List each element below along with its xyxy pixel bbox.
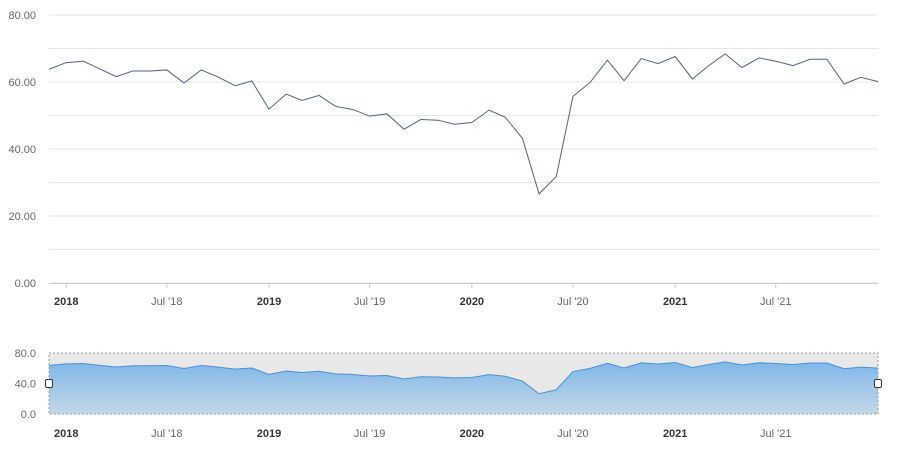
data-point[interactable] <box>148 69 152 73</box>
data-point[interactable] <box>368 114 372 118</box>
main-gridlines <box>49 14 878 284</box>
x-tick-label: 2021 <box>663 296 687 308</box>
y-tick-label: 60.00 <box>8 77 36 89</box>
data-point[interactable] <box>740 66 744 70</box>
data-point[interactable] <box>605 58 609 62</box>
data-point[interactable] <box>537 192 541 196</box>
y-tick-label: 40.00 <box>8 144 36 156</box>
data-point[interactable] <box>402 127 406 131</box>
data-point[interactable] <box>808 57 812 61</box>
navigator-y-axis: 0.0 40.0 80.0 <box>15 348 36 421</box>
data-point[interactable] <box>791 64 795 68</box>
data-point[interactable] <box>774 59 778 63</box>
navigator-line <box>48 361 879 395</box>
x-tick-label: 2019 <box>257 296 281 308</box>
data-point[interactable] <box>97 67 101 71</box>
data-point[interactable] <box>723 52 727 56</box>
x-tick-label: Jul '18 <box>151 296 182 308</box>
data-point[interactable] <box>300 98 304 102</box>
data-point[interactable] <box>876 80 880 84</box>
data-point[interactable] <box>470 121 474 125</box>
data-point[interactable] <box>588 80 592 84</box>
data-point[interactable] <box>233 84 237 88</box>
main-x-axis: 2018 Jul '18 2019 Jul '19 2020 Jul '20 2021 Jul… <box>54 283 791 308</box>
navigator-x-tick-label: Jul '21 <box>760 428 791 440</box>
data-point[interactable] <box>436 118 440 122</box>
data-point[interactable] <box>825 57 829 61</box>
main-y-axis: 0.00 20.00 40.00 60.00 80.00 <box>8 10 36 290</box>
x-tick-label: Jul '21 <box>760 296 791 308</box>
data-point[interactable] <box>216 75 220 79</box>
data-point[interactable] <box>250 79 254 83</box>
series-line <box>48 53 879 195</box>
data-point[interactable] <box>351 107 355 111</box>
navigator-x-axis: 2018 Jul '18 2019 Jul '19 2020 Jul '20 2021 Jul… <box>54 428 792 440</box>
x-tick-label: 2020 <box>460 296 484 308</box>
data-point[interactable] <box>385 112 389 116</box>
data-point[interactable] <box>673 55 677 59</box>
y-tick-label: 0.00 <box>15 278 36 290</box>
navigator-x-tick-label: Jul '20 <box>557 428 588 440</box>
x-tick-label: Jul '20 <box>557 296 588 308</box>
data-point[interactable] <box>419 118 423 122</box>
data-point[interactable] <box>639 57 643 61</box>
x-tick-label: 2018 <box>54 296 78 308</box>
navigator-x-tick-label: 2018 <box>54 428 78 440</box>
data-point[interactable] <box>453 122 457 126</box>
navigator-y-tick-label: 0.0 <box>21 409 36 421</box>
data-point[interactable] <box>757 56 761 60</box>
y-tick-label: 80.00 <box>8 10 36 22</box>
navigator-right-handle[interactable] <box>874 379 882 388</box>
navigator-x-tick-label: Jul '19 <box>354 428 385 440</box>
navigator-y-tick-label: 80.0 <box>15 348 36 360</box>
data-point[interactable] <box>284 92 288 96</box>
navigator-x-tick-label: Jul '18 <box>151 428 182 440</box>
data-point[interactable] <box>656 62 660 66</box>
data-point[interactable] <box>81 59 85 63</box>
navigator-area <box>49 361 878 414</box>
navigator-handles[interactable] <box>45 379 882 388</box>
data-point[interactable] <box>503 115 507 119</box>
x-tick-label: Jul '19 <box>354 296 385 308</box>
data-point[interactable] <box>47 67 51 71</box>
data-point[interactable] <box>706 64 710 68</box>
data-point[interactable] <box>622 79 626 83</box>
data-point[interactable] <box>182 81 186 85</box>
data-point[interactable] <box>520 136 524 140</box>
data-point[interactable] <box>114 75 118 79</box>
data-point[interactable] <box>487 108 491 112</box>
navigator-x-tick-label: 2021 <box>663 428 687 440</box>
data-point[interactable] <box>554 174 558 178</box>
navigator-left-handle[interactable] <box>45 379 53 388</box>
data-point[interactable] <box>267 107 271 111</box>
data-point[interactable] <box>317 93 321 97</box>
data-point[interactable] <box>64 61 68 65</box>
data-point[interactable] <box>859 75 863 79</box>
data-point[interactable] <box>690 77 694 81</box>
data-point[interactable] <box>131 69 135 73</box>
data-point[interactable] <box>199 68 203 72</box>
data-point[interactable] <box>571 94 575 98</box>
data-point[interactable] <box>334 104 338 108</box>
navigator-y-tick-label: 40.0 <box>15 379 36 391</box>
data-point[interactable] <box>842 82 846 86</box>
navigator-x-tick-label: 2020 <box>460 428 484 440</box>
navigator-x-tick-label: 2019 <box>257 428 281 440</box>
data-point[interactable] <box>165 68 169 72</box>
y-tick-label: 20.00 <box>8 211 36 223</box>
